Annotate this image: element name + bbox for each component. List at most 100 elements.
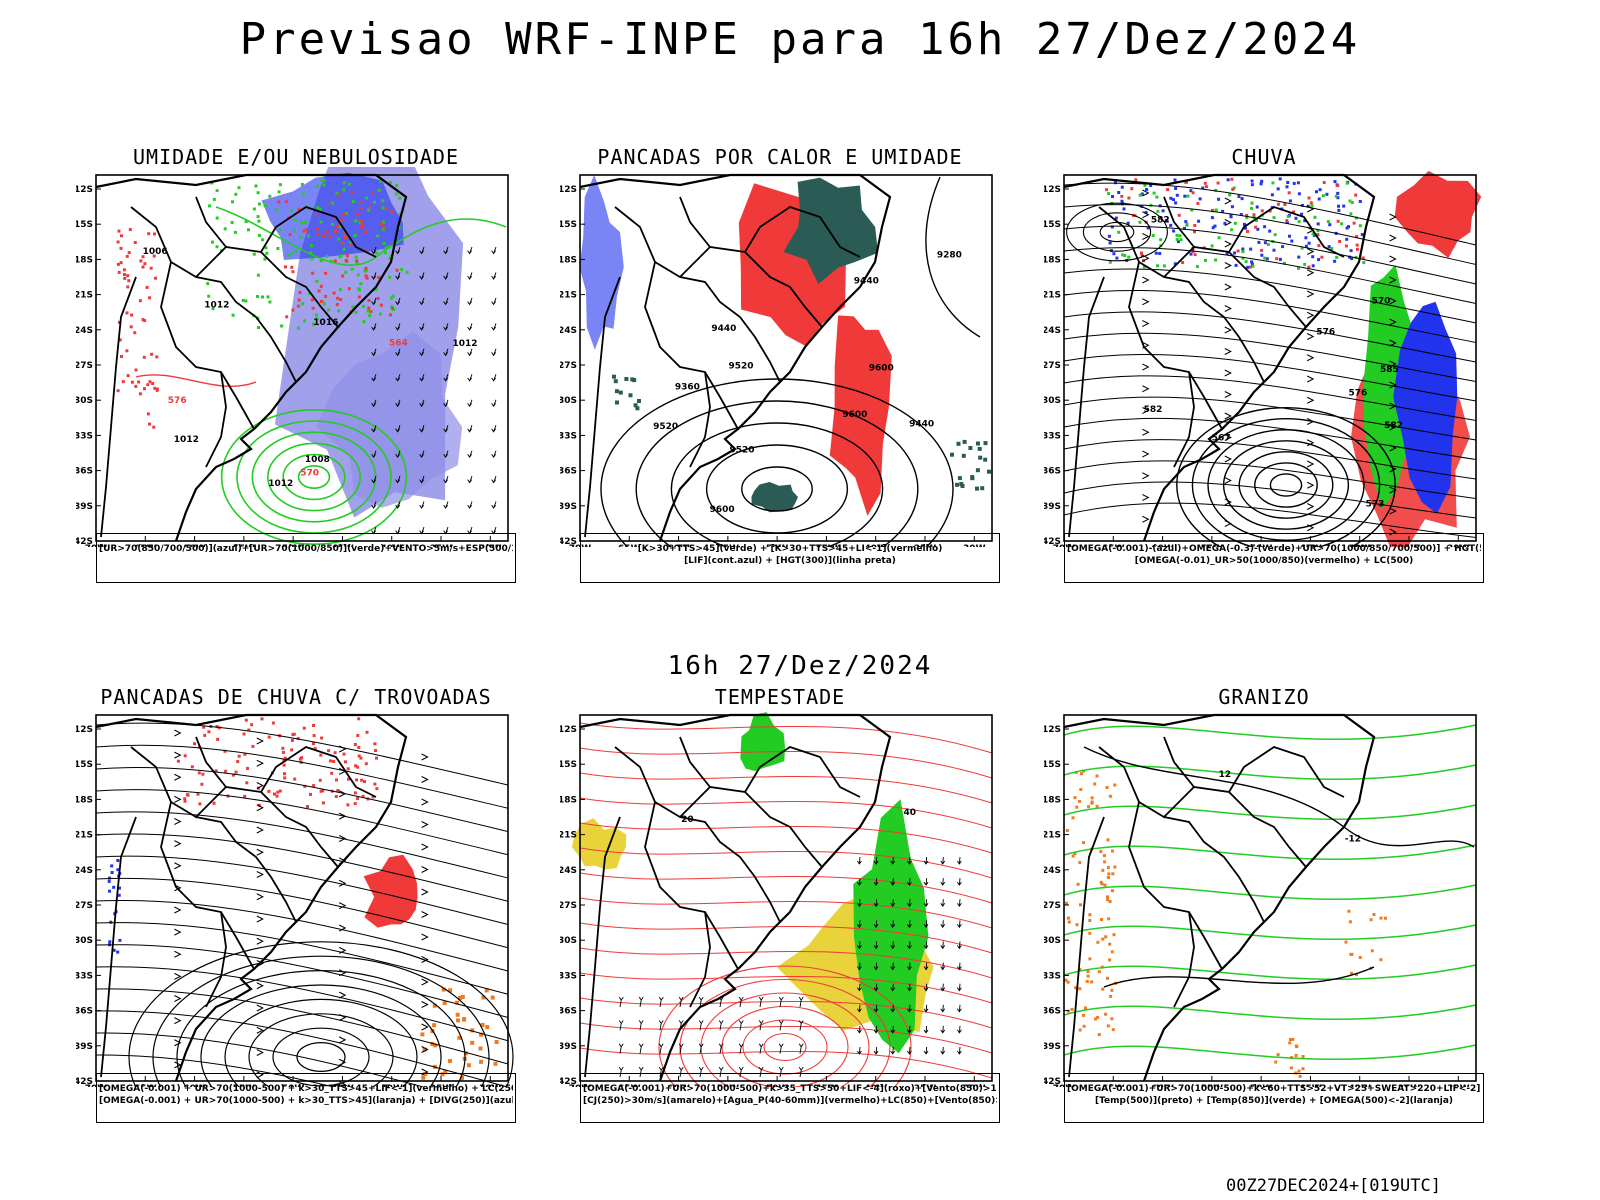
field-speckle: [957, 476, 962, 481]
field-speckle: [455, 1012, 460, 1017]
panel-chuva: CHUVA 582 585 582 576 573 567 570 582 576 12S 15S 1…: [1044, 145, 1484, 605]
wind-vector: [658, 996, 664, 1008]
country-border: [1068, 276, 1105, 538]
field-speckle: [1107, 234, 1111, 238]
wind-vector: [395, 501, 401, 509]
field-speckle: [1198, 197, 1202, 201]
field-speckle: [1297, 266, 1300, 270]
lon-label: 45W: [331, 1084, 354, 1087]
field-speckle: [1175, 233, 1179, 237]
wind-vector: [467, 450, 473, 459]
field-speckle: [317, 289, 321, 293]
field-speckle: [280, 324, 284, 328]
field-speckle: [313, 747, 317, 751]
field-speckle: [335, 191, 339, 195]
wind-vector: [419, 374, 425, 382]
field-speckle: [1086, 970, 1090, 973]
field-speckle: [355, 261, 359, 265]
field-speckle: [466, 1063, 471, 1068]
wind-vector: [371, 323, 377, 331]
panel-legend: [OMEGA(-0.001)-(azul)+OMEGA(-0.3)-(verde…: [1064, 533, 1484, 583]
field-speckle: [1175, 193, 1179, 197]
lon-label: 35W: [430, 544, 453, 547]
field-speckle: [1184, 220, 1188, 224]
field-speckle: [1217, 197, 1221, 201]
field-speckle: [987, 469, 991, 474]
field-speckle: [294, 218, 297, 222]
field-speckle: [1126, 221, 1130, 225]
streamline-arrow: [338, 745, 347, 753]
streamline-arrow: [1142, 320, 1150, 327]
field-speckle: [1290, 239, 1294, 243]
lat-label: 27S: [560, 901, 577, 911]
streamline-arrow: [1142, 298, 1150, 306]
field-speckle: [153, 386, 157, 390]
field-speckle: [460, 1075, 464, 1080]
field-speckle: [120, 234, 123, 238]
country-border: [644, 801, 739, 970]
contour-label: 9600: [842, 410, 867, 420]
field-speckle: [375, 787, 379, 791]
instability-green-area: [783, 177, 878, 284]
lat-label: 24S: [76, 326, 93, 336]
field-speckle: [479, 1059, 484, 1064]
wind-vector: [890, 962, 896, 971]
field-speckle: [1320, 255, 1324, 259]
wind-vector: [638, 1043, 644, 1054]
streamline-arrow: [421, 866, 429, 873]
field-speckle: [1321, 194, 1325, 198]
field-speckle: [231, 313, 235, 317]
lon-label: 30W: [1447, 1084, 1470, 1087]
field-speckle: [152, 254, 156, 258]
height-contour: [1238, 451, 1334, 519]
field-speckle: [349, 240, 353, 244]
field-speckle: [339, 298, 343, 302]
field-speckle: [346, 803, 350, 807]
streamline-arrow: [1389, 297, 1397, 305]
field-speckle: [343, 236, 347, 239]
field-speckle: [278, 183, 282, 187]
field-speckle: [1111, 849, 1114, 853]
field-speckle: [315, 279, 319, 283]
field-speckle: [345, 259, 349, 263]
streamline-arrow: [338, 812, 347, 820]
lon-label: 55W: [233, 1084, 256, 1087]
temperature-850-contour: [1063, 924, 1477, 940]
field-speckle: [331, 201, 335, 205]
field-speckle: [1067, 1009, 1071, 1013]
streamline-arrow: [421, 1023, 429, 1031]
streamline-ring: [296, 1042, 346, 1073]
field-speckle: [145, 285, 149, 289]
field-speckle: [1260, 248, 1264, 252]
lon-label: 45W: [1299, 1084, 1322, 1087]
field-speckle: [321, 789, 325, 793]
field-speckle: [1285, 221, 1289, 224]
country-border: [100, 816, 137, 1078]
lon-label: 30W: [479, 1084, 502, 1087]
field-speckle: [1193, 224, 1197, 227]
field-speckle: [1249, 247, 1253, 251]
streamline-arrow: [174, 751, 182, 759]
field-speckle: [1097, 1033, 1101, 1037]
field-speckle: [321, 801, 325, 805]
streamline-arrow: [1224, 520, 1232, 527]
field-speckle: [234, 192, 238, 196]
streamline-arrow: [1142, 254, 1150, 262]
field-speckle: [480, 1022, 485, 1027]
streamline: [95, 811, 509, 879]
wind-vector: [698, 1043, 704, 1054]
wind-vector: [467, 425, 473, 433]
wind-vector: [857, 983, 862, 992]
field-speckle: [328, 235, 332, 239]
field-speckle: [1158, 252, 1162, 255]
lat-label: 30S: [1044, 396, 1061, 406]
field-speckle: [305, 228, 308, 231]
precip-water-contour: [579, 997, 993, 1029]
field-speckle: [374, 288, 378, 292]
wind-vector: [873, 983, 879, 992]
lon-label: 60W: [1151, 1084, 1174, 1087]
field-speckle: [1296, 181, 1300, 185]
lat-label: 18S: [76, 795, 93, 805]
field-speckle: [1300, 246, 1304, 250]
field-speckle: [1283, 203, 1287, 206]
